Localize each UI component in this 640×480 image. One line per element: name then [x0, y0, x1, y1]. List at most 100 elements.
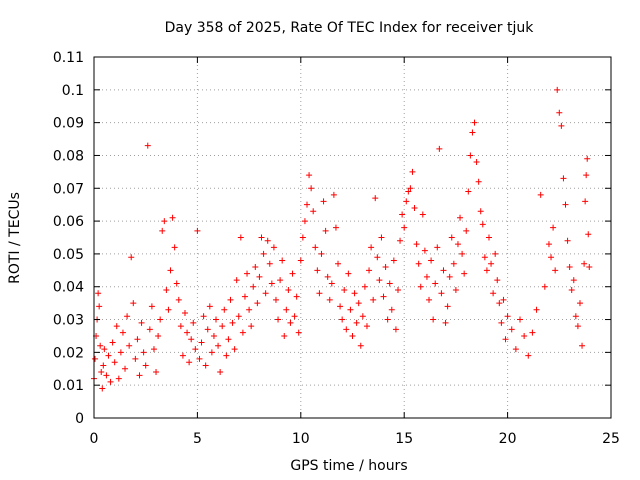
data-point — [361, 283, 368, 290]
data-point — [173, 280, 180, 287]
data-point — [264, 237, 271, 244]
data-point — [184, 329, 191, 336]
data-point — [477, 208, 484, 215]
data-point — [378, 234, 385, 241]
data-point — [107, 378, 114, 385]
data-point — [444, 303, 451, 310]
data-point — [244, 270, 251, 277]
data-point — [198, 339, 205, 346]
data-point — [585, 231, 592, 238]
data-point — [457, 214, 464, 221]
data-point — [537, 191, 544, 198]
data-point — [576, 300, 583, 307]
data-point — [419, 211, 426, 218]
data-point — [448, 234, 455, 241]
data-point — [384, 316, 391, 323]
data-point — [256, 273, 263, 280]
data-point — [165, 306, 172, 313]
grid-lines — [94, 57, 611, 418]
data-point — [417, 283, 424, 290]
data-point — [138, 319, 145, 326]
y-tick-label: 0.06 — [53, 214, 84, 230]
data-point — [103, 372, 110, 379]
data-point — [332, 224, 339, 231]
data-point — [502, 336, 509, 343]
y-tick-label: 0.02 — [53, 345, 84, 361]
data-point — [314, 267, 321, 274]
data-point — [386, 280, 393, 287]
data-point — [192, 346, 199, 353]
data-point — [380, 293, 387, 300]
data-point — [496, 300, 503, 307]
data-point — [351, 290, 358, 297]
data-point — [275, 316, 282, 323]
y-tick-label: 0.07 — [53, 181, 84, 197]
data-point — [541, 283, 548, 290]
data-point — [430, 316, 437, 323]
data-point — [494, 277, 501, 284]
data-point — [101, 346, 108, 353]
data-point — [397, 237, 404, 244]
data-point — [171, 244, 178, 251]
data-point — [262, 290, 269, 297]
data-point — [272, 296, 279, 303]
data-point — [221, 306, 228, 313]
data-point — [153, 369, 160, 376]
data-point — [229, 319, 236, 326]
axis-ticks — [93, 56, 612, 419]
data-point — [490, 290, 497, 297]
data-point — [320, 198, 327, 205]
data-point — [233, 277, 240, 284]
data-point — [483, 267, 490, 274]
data-point — [167, 267, 174, 274]
data-point — [390, 257, 397, 264]
data-point — [345, 270, 352, 277]
data-point — [190, 319, 197, 326]
data-point — [374, 254, 381, 261]
data-point — [109, 339, 116, 346]
y-tick-labels: 0 0.01 0.02 0.03 0.04 0.05 0.06 0.07 0.08 0.09 0.1… — [53, 50, 84, 427]
data-point — [113, 323, 120, 330]
y-tick-label: 0.05 — [53, 247, 84, 263]
y-tick-label: 0.11 — [53, 50, 84, 66]
data-point — [564, 237, 571, 244]
data-point — [312, 244, 319, 251]
y-tick-label: 0.01 — [53, 378, 84, 394]
data-point — [146, 326, 153, 333]
data-point — [409, 168, 416, 175]
data-point — [188, 336, 195, 343]
data-point — [285, 287, 292, 294]
data-point — [401, 224, 408, 231]
data-point — [122, 365, 129, 372]
data-point — [475, 178, 482, 185]
data-point — [246, 306, 253, 313]
data-point — [579, 342, 586, 349]
data-point — [415, 260, 422, 267]
data-point — [574, 323, 581, 330]
data-point — [268, 280, 275, 287]
data-point — [452, 287, 459, 294]
data-point — [330, 191, 337, 198]
data-point — [308, 185, 315, 192]
data-point — [467, 152, 474, 159]
data-point — [250, 283, 257, 290]
data-point — [488, 260, 495, 267]
data-point — [492, 250, 499, 257]
x-tick-label: 25 — [602, 431, 620, 447]
data-point — [134, 336, 141, 343]
data-point — [372, 195, 379, 202]
data-point — [581, 260, 588, 267]
data-point — [469, 129, 476, 136]
data-point — [550, 224, 557, 231]
data-point — [347, 306, 354, 313]
data-point — [465, 188, 472, 195]
x-tick-label: 0 — [90, 431, 99, 447]
data-point — [421, 247, 428, 254]
y-tick-label: 0.09 — [53, 116, 84, 132]
data-point — [96, 303, 103, 310]
data-point — [498, 319, 505, 326]
data-point — [436, 145, 443, 152]
data-point — [157, 316, 164, 323]
data-point — [181, 309, 188, 316]
data-point — [508, 326, 515, 333]
